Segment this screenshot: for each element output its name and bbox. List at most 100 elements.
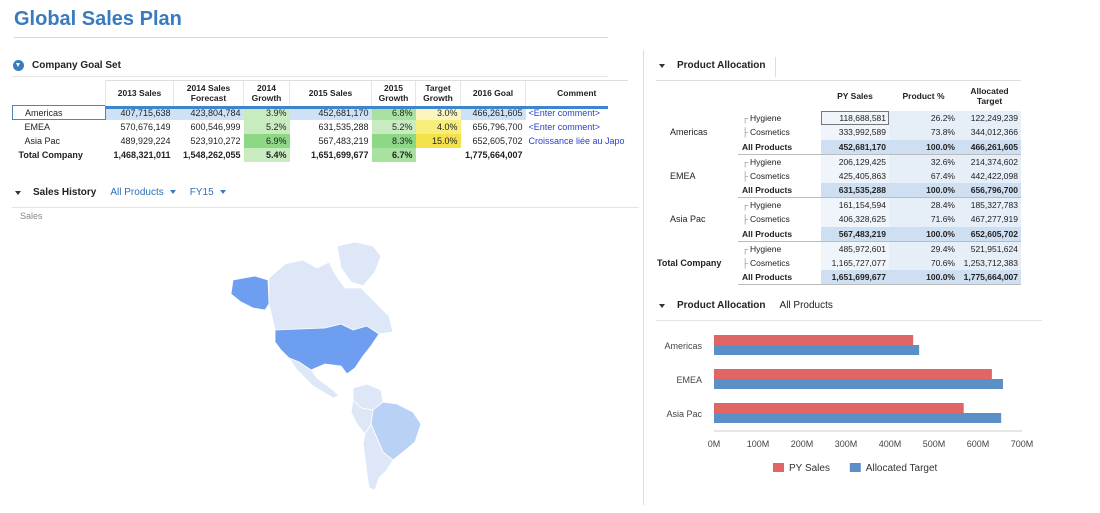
value-cell[interactable]: 15.0%	[415, 133, 461, 148]
sales-history-header[interactable]: Sales History All Products FY15	[15, 187, 226, 198]
alloc-value-cell[interactable]: 206,129,425	[821, 154, 889, 169]
period-filter[interactable]: FY15	[190, 187, 226, 198]
bar-py-sales[interactable]	[714, 369, 992, 379]
alloc-value-cell: 1,253,712,383	[958, 255, 1021, 270]
value-cell[interactable]: 3.0%	[415, 105, 461, 120]
map-region-alaska[interactable]	[230, 275, 270, 311]
alloc-value-cell: 1,775,664,007	[958, 270, 1021, 285]
value-cell[interactable]	[416, 148, 461, 162]
x-tick-label: 300M	[835, 439, 858, 449]
value-cell: 407,715,638	[105, 105, 174, 120]
goal-section-header[interactable]: Company Goal Set	[13, 60, 121, 71]
value-cell: 1,775,664,007	[464, 149, 523, 160]
collapse-caret-icon[interactable]	[15, 190, 21, 195]
alloc-value-cell: 122,249,239	[958, 110, 1021, 125]
alloc-col-header	[656, 80, 738, 111]
alloc-value-cell[interactable]: 406,328,625	[821, 212, 889, 227]
alloc-value-cell[interactable]: 333,992,589	[821, 125, 889, 140]
goal-row: Americas 407,715,638 423,804,784 3.9% 452,68…	[12, 105, 628, 120]
bar-allocated-target[interactable]	[714, 345, 920, 355]
legend-swatch[interactable]	[773, 463, 784, 472]
alloc-value-cell[interactable]: 1,651,699,677	[821, 270, 889, 285]
bar-py-sales[interactable]	[714, 335, 914, 345]
product-name: All Products	[742, 272, 793, 282]
goal-row: EMEA 570,676,149 600,546,999 5.2% 631,535,28…	[13, 119, 628, 134]
product-label: All Products	[738, 183, 821, 198]
sales-history-title: Sales History	[33, 187, 97, 198]
collapse-caret-icon[interactable]	[659, 63, 665, 68]
value-cell: 652,605,702	[472, 135, 523, 146]
alloc-value-cell[interactable]: 567,483,219	[821, 226, 889, 242]
bar-allocated-target[interactable]	[714, 379, 1003, 389]
value-cell: 1,548,262,055	[182, 149, 241, 160]
value-cell: 5.2%	[371, 119, 416, 134]
x-tick-label: 500M	[923, 439, 946, 449]
alloc-value-cell[interactable]: 118,688,581	[821, 110, 889, 125]
map-region-greenland[interactable]	[336, 241, 382, 287]
americas-map[interactable]	[225, 238, 430, 493]
product-filter[interactable]: All Products	[110, 187, 176, 198]
row-label[interactable]: Americas	[12, 105, 106, 120]
goal-col-header: 2016 Goal	[460, 80, 526, 106]
goal-section-title: Company Goal Set	[32, 60, 121, 71]
alloc-value-cell: 71.6%	[889, 212, 958, 227]
legend-label[interactable]: Allocated Target	[866, 463, 938, 474]
title-divider	[14, 37, 608, 38]
alloc-col-header: Allocated Target	[958, 80, 1021, 111]
region-label: Americas	[670, 127, 708, 138]
comment-cell[interactable]: <Enter comment>	[528, 107, 601, 118]
alloc-row: ├ Cosmetics 425,405,863 67.4% 442,422,098	[656, 168, 1021, 183]
legend-label[interactable]: PY Sales	[789, 463, 830, 474]
product-filter-label: All Products	[110, 187, 164, 198]
alloc-value-cell[interactable]: 485,972,601	[821, 241, 889, 256]
product-name: Hygiene	[750, 156, 782, 167]
value-cell: 1,468,321,011	[113, 149, 171, 160]
value-cell: 1,651,699,677	[310, 149, 369, 160]
comment-cell[interactable]	[526, 148, 628, 162]
value-cell[interactable]: 4.0%	[415, 119, 461, 134]
comment-cell[interactable]: Croissance liée au Japo	[528, 135, 625, 146]
tree-connector-icon: ┌	[742, 112, 749, 123]
alloc-value-cell[interactable]: 1,165,727,077	[821, 255, 889, 270]
product-name: Hygiene	[750, 200, 782, 210]
alloc-value-cell[interactable]: 425,405,863	[821, 168, 889, 183]
x-tick-label: 200M	[791, 439, 814, 449]
chart-section-header[interactable]: Product Allocation All Products	[659, 300, 833, 311]
alloc-value-cell[interactable]: 161,154,594	[821, 197, 889, 212]
alloc-row: All Products 567,483,219 100.0% 652,605,702	[656, 226, 1021, 242]
comment-cell[interactable]: <Enter comment>	[528, 121, 601, 132]
product-name: All Products	[742, 141, 793, 152]
row-label[interactable]: EMEA	[24, 121, 51, 132]
collapse-caret-icon[interactable]	[659, 303, 665, 308]
goal-col-header: Comment	[524, 80, 628, 106]
value-cell: 423,804,784	[173, 105, 244, 120]
chevron-down-icon	[169, 190, 176, 195]
x-tick-label: 100M	[747, 439, 770, 449]
bar-allocated-target[interactable]	[714, 413, 1002, 423]
alloc-value-cell[interactable]: 631,535,288	[821, 183, 889, 198]
collapse-toggle-icon[interactable]	[13, 60, 24, 71]
map-region-mexico[interactable]	[287, 357, 340, 399]
alloc-value-cell: 100.0%	[889, 183, 958, 198]
value-cell: 452,681,170	[289, 105, 372, 120]
tree-connector-icon: ┌	[742, 156, 749, 167]
alloc-value-cell[interactable]: 452,681,170	[821, 139, 889, 155]
row-label[interactable]: Total Company	[18, 149, 83, 160]
bar-py-sales[interactable]	[714, 403, 964, 413]
goal-row: Asia Pac 489,929,224 523,910,272 6.9% 567,48…	[13, 133, 628, 148]
alloc-section-header[interactable]: Product Allocation	[659, 60, 766, 71]
alloc-value-cell: 344,012,366	[958, 125, 1021, 140]
map-region-usa[interactable]	[274, 323, 380, 375]
tree-connector-icon: ┌	[742, 243, 749, 254]
alloc-value-cell: 67.4%	[889, 168, 958, 183]
period-filter-label: FY15	[189, 187, 214, 198]
region-label: EMEA	[670, 170, 696, 181]
legend-swatch[interactable]	[849, 463, 861, 472]
alloc-value-cell: 100.0%	[889, 226, 958, 242]
product-name: All Products	[742, 185, 793, 195]
map-region-southern-cone[interactable]	[362, 423, 394, 491]
row-label[interactable]: Asia Pac	[24, 135, 61, 146]
chart-section-title: Product Allocation	[677, 300, 766, 311]
product-label: ┌ Hygiene	[738, 241, 821, 256]
product-name: Cosmetics	[750, 257, 790, 268]
